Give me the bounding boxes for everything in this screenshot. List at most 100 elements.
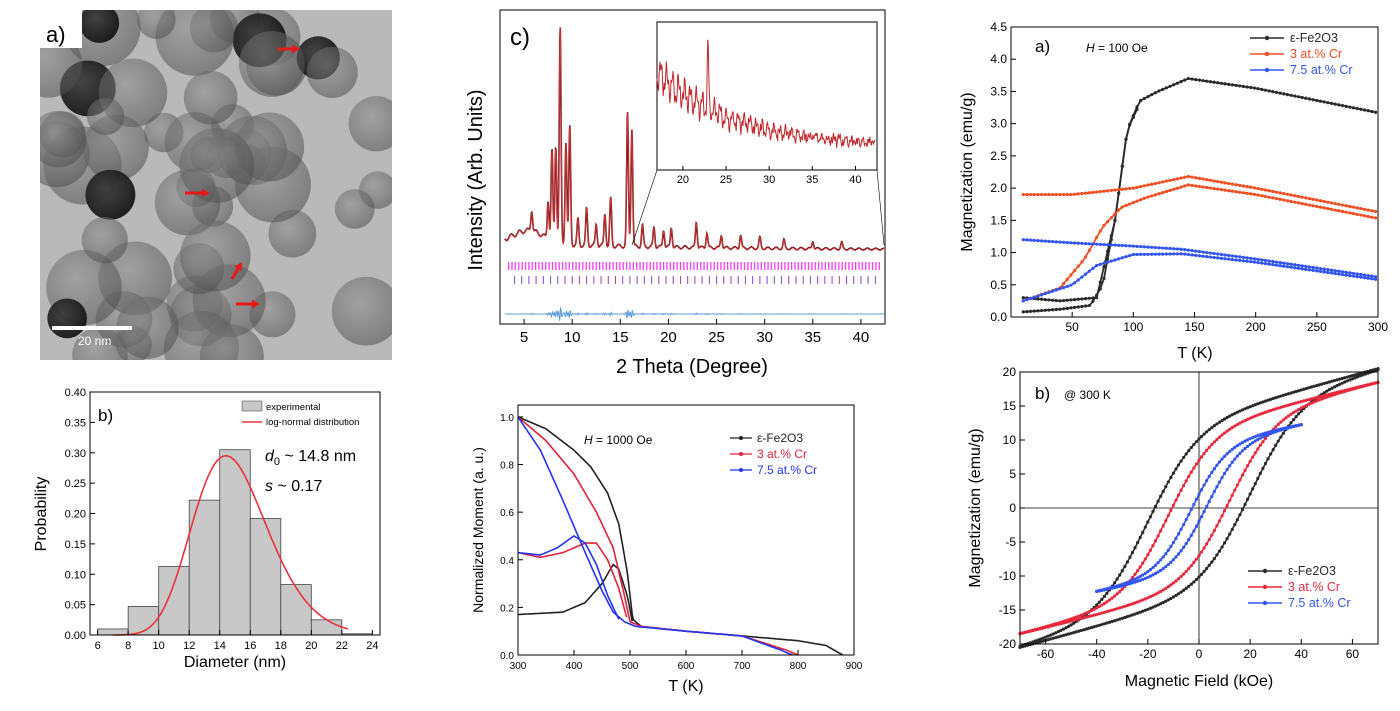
- mt-fc-curve-point: [1219, 252, 1224, 257]
- mh-branch-descending-point: [1220, 433, 1224, 437]
- nanoparticle: [81, 217, 128, 264]
- mh-branch-descending-point: [1128, 579, 1132, 583]
- mt-fc-curve-point: [1131, 244, 1135, 248]
- moment-zfc-curve: [517, 535, 620, 620]
- mh-branch-descending-point: [1220, 418, 1224, 423]
- mt-zfc-curve-point: [1172, 187, 1176, 191]
- mh-branch-ascending-point: [1197, 554, 1201, 558]
- mt-fc-curve-point: [1355, 106, 1359, 111]
- mt-fc-curve-point: [1355, 206, 1359, 210]
- mh-branch-descending-point: [1212, 440, 1216, 444]
- mh-branch-ascending-point: [1271, 447, 1275, 452]
- hist-bars: [97, 449, 373, 636]
- mt-fc-curve-point: [1194, 176, 1198, 180]
- mt-fc-curve-point: [1205, 79, 1209, 83]
- legend-label: 7.5 at.% Cr: [1290, 63, 1353, 77]
- mh-branch-ascending-point: [1335, 384, 1339, 388]
- mt-zfc-curve-point: [1131, 201, 1135, 205]
- mh-branch-ascending-point: [1345, 379, 1349, 383]
- mt-x-label: T (K): [1177, 345, 1212, 362]
- mh-branch-ascending-point: [1202, 569, 1206, 574]
- mt-zfc-curve-point: [1355, 275, 1359, 279]
- mt-zfc-curve-point: [1212, 255, 1216, 260]
- mh-branch-ascending-point: [1320, 397, 1324, 401]
- mt-fc-curve-point: [1329, 201, 1334, 205]
- mt-fc-curve-point: [1157, 89, 1161, 93]
- mh-branch-ascending-point: [1169, 596, 1173, 601]
- mh-branch-descending-point: [1095, 589, 1099, 593]
- mh-branch-ascending-point: [1138, 599, 1142, 603]
- mt-fc-curve-point: [1142, 245, 1146, 249]
- mh-branch-descending-point: [1087, 610, 1091, 614]
- mt-zfc-curve-point: [1065, 284, 1069, 288]
- mt-zfc-curve-point: [1080, 275, 1084, 279]
- mh-branch-ascending-point: [1082, 628, 1086, 632]
- mh-branch-descending-point: [1105, 591, 1109, 595]
- mh-branch-ascending-point: [1251, 441, 1255, 445]
- mh-branch-descending-point: [1130, 576, 1135, 580]
- mh-branch-ascending-point: [1269, 452, 1273, 456]
- mt-fc-curve-point: [1311, 98, 1315, 102]
- mt-zfc-curve-point: [1340, 209, 1345, 214]
- mt-fc-curve-point: [1260, 187, 1264, 191]
- mt-fc-curve-point: [1076, 241, 1080, 245]
- mt-zfc-curve-point: [1025, 298, 1029, 302]
- mh-branch-ascending-point: [1240, 449, 1245, 453]
- mt-fc-curve-point: [1315, 98, 1319, 103]
- mt-fc-curve-point: [1186, 248, 1190, 252]
- mt-zfc-curve-point: [1326, 207, 1330, 211]
- mt-fc-curve-point: [1021, 296, 1025, 300]
- x-tick-label: 6: [95, 640, 101, 652]
- mh-branch-descending-point: [1100, 588, 1104, 592]
- mt-zfc-curve-point: [1205, 185, 1209, 190]
- y-tick-label: 0.6: [500, 508, 514, 519]
- mt-fc-curve-point: [1183, 248, 1187, 252]
- y-tick-label: 0.4: [500, 556, 514, 567]
- mh-branch-ascending-point: [1325, 395, 1329, 399]
- mt-zfc-curve-point: [1142, 252, 1146, 256]
- mh-branch-descending-point: [1164, 519, 1168, 523]
- mh-branch-descending-point: [1197, 492, 1201, 497]
- mh-branch-descending-point: [1179, 459, 1183, 463]
- mh-branch-descending-point: [1373, 367, 1378, 371]
- mh-branch-descending-point: [1279, 427, 1283, 431]
- mt-fc-curve-point: [1161, 87, 1165, 91]
- mh-branch-descending-point: [1263, 410, 1268, 414]
- x-tick-label: 10: [564, 329, 581, 346]
- mh-branch-descending-point: [1066, 618, 1071, 622]
- mh-branch-descending-point: [1059, 620, 1063, 624]
- mh-branch-descending-point: [1169, 544, 1173, 549]
- mh-branch-ascending-point: [1054, 635, 1058, 640]
- mt-fc-curve-point: [1282, 191, 1286, 196]
- mh-legend: ε-Fe2O3 3 at.% Cr 7.5 at.% Cr: [1248, 564, 1351, 610]
- x-tick-label: 600: [678, 661, 695, 672]
- mh-branch-descending-point: [1353, 386, 1357, 390]
- mh-branch-ascending-point: [1182, 545, 1186, 549]
- mh-branch-ascending-point: [1061, 633, 1066, 638]
- mt-fc-curve-point: [1062, 298, 1066, 303]
- mh-branch-ascending-point: [1279, 435, 1283, 439]
- mh-branch-descending-point: [1312, 384, 1316, 388]
- mt-fc-curve-point: [1139, 244, 1143, 249]
- mt-fc-curve-point: [1344, 204, 1348, 208]
- mh-branch-descending-point: [1325, 381, 1329, 385]
- mh-branch-descending-point: [1120, 587, 1124, 591]
- mt-fc-curve-point: [1047, 192, 1051, 197]
- x-tick-label: 200: [1246, 320, 1266, 334]
- mt-fc-curve-point: [1168, 84, 1172, 88]
- mh-branch-descending-point: [1020, 643, 1025, 647]
- mt-zfc-curve-point: [1109, 259, 1113, 263]
- mh-branch-descending-point: [1220, 457, 1224, 461]
- mt-fc-curve-point: [1300, 95, 1304, 100]
- mt-fc-curve-point: [1153, 181, 1157, 186]
- mh-branch-ascending-point: [1046, 638, 1050, 642]
- mt-zfc-curve-point: [1069, 283, 1073, 287]
- mh-branch-descending-point: [1317, 395, 1321, 399]
- mt-fc-curve-point: [1348, 204, 1352, 209]
- mt-fc-curve-point: [1315, 266, 1319, 270]
- mh-branch-descending-point: [1156, 534, 1160, 538]
- mt-fc-curve-point: [1186, 76, 1190, 81]
- mh-branch-descending-point: [1279, 405, 1283, 409]
- mt-fc-curve-point: [1285, 192, 1290, 196]
